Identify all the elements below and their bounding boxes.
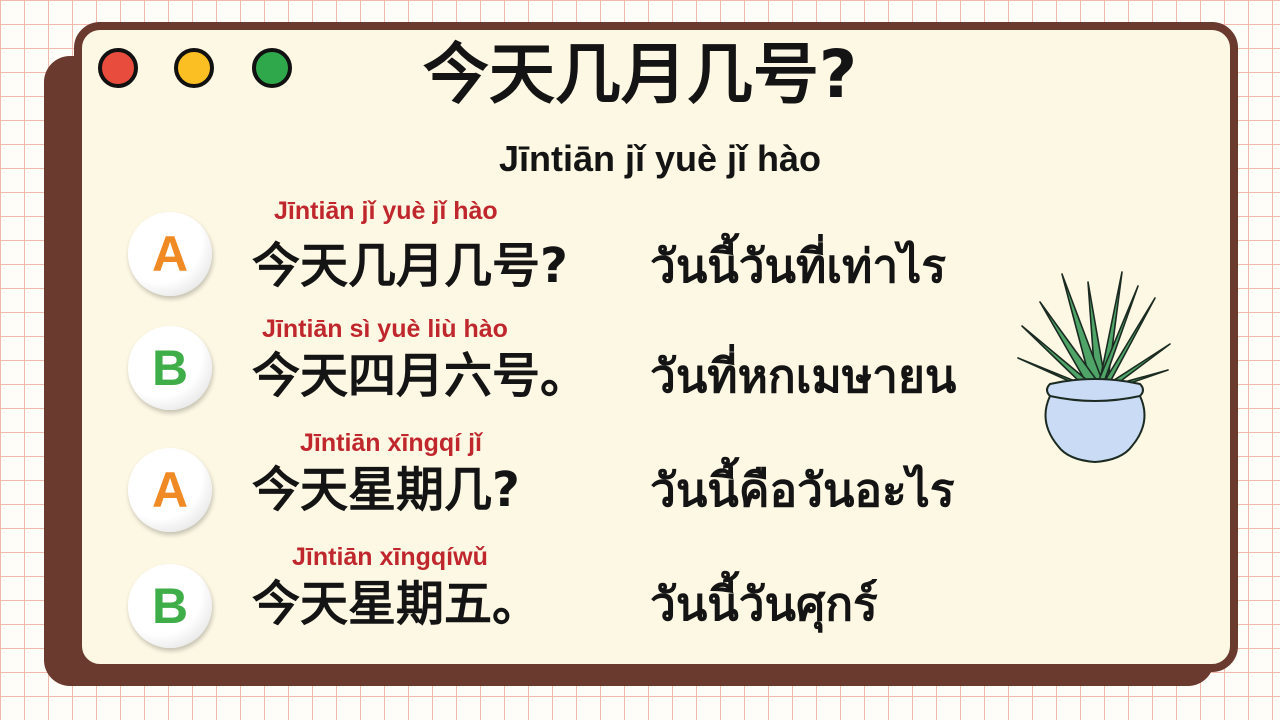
- speaker-b-badge: B: [128, 326, 212, 410]
- dialogue-line: B Jīntiān sì yuè liù hào 今天四月六号。 วันที่ห…: [0, 314, 1280, 424]
- line-thai: วันนี้วันศุกร์: [650, 577, 878, 631]
- pot-rim: [1049, 395, 1141, 402]
- page-title: 今天几月几号?: [422, 36, 858, 113]
- potted-plant-icon: [1017, 271, 1171, 463]
- title-pinyin: Jīntiān jǐ yuè jǐ hào: [498, 138, 822, 179]
- maximize-dot-icon: [252, 48, 292, 88]
- dialogue-line: A Jīntiān xīngqí jǐ 今天星期几? วันนี้คือวันอ…: [0, 428, 1280, 538]
- line-pinyin: Jīntiān xīngqí jǐ: [300, 429, 482, 457]
- minimize-dot-icon: [174, 48, 214, 88]
- dialogue-line: B Jīntiān xīngqíwǔ 今天星期五。 วันนี้วันศุกร์: [0, 542, 1280, 652]
- line-chinese: 今天几月几号?: [252, 238, 568, 294]
- close-dot-icon: [98, 48, 138, 88]
- line-thai: วันนี้คือวันอะไร: [650, 463, 955, 517]
- speaker-a-badge: A: [128, 212, 212, 296]
- speaker-a-badge: A: [128, 448, 212, 532]
- speaker-b-badge: B: [128, 564, 212, 648]
- line-pinyin: Jīntiān xīngqíwǔ: [292, 543, 488, 571]
- dialogue-line: A Jīntiān jǐ yuè jǐ hào 今天几月几号? วันนี้วั…: [0, 196, 1280, 306]
- line-chinese: 今天四月六号。: [252, 348, 589, 404]
- plant-pot: [1044, 378, 1146, 463]
- line-thai: วันที่หกเมษายน: [650, 349, 957, 403]
- line-pinyin: Jīntiān jǐ yuè jǐ hào: [274, 197, 498, 225]
- line-pinyin: Jīntiān sì yuè liù hào: [262, 315, 508, 343]
- line-thai: วันนี้วันที่เท่าไร: [650, 239, 947, 293]
- line-chinese: 今天星期五。: [252, 576, 541, 632]
- line-chinese: 今天星期几?: [252, 462, 520, 518]
